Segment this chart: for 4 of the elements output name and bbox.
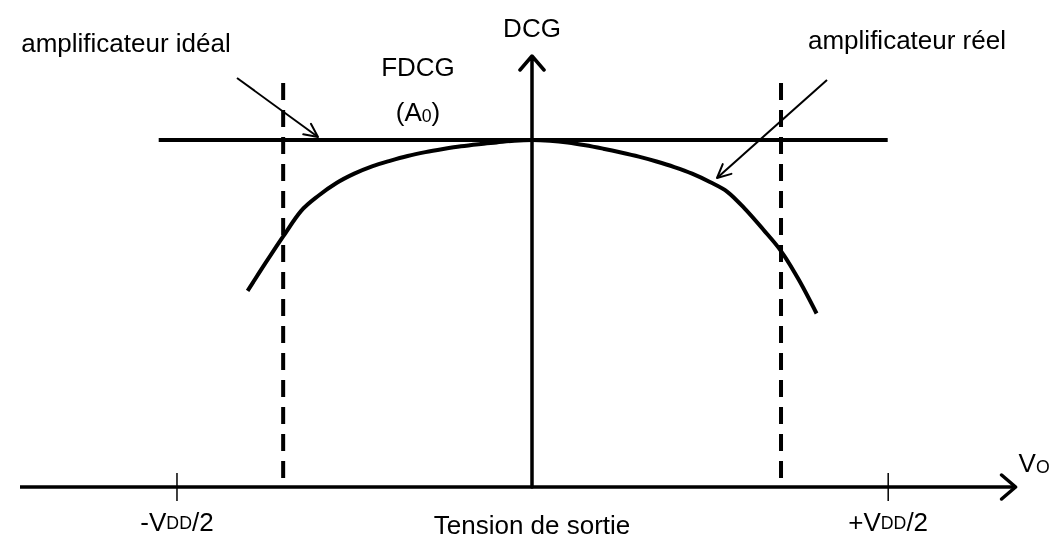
text: amplificateur réel xyxy=(808,25,1006,55)
y-axis-title: DCG xyxy=(503,13,561,43)
text: amplificateur idéal xyxy=(21,28,231,58)
x-axis-title: Tension de sortie xyxy=(433,510,631,540)
